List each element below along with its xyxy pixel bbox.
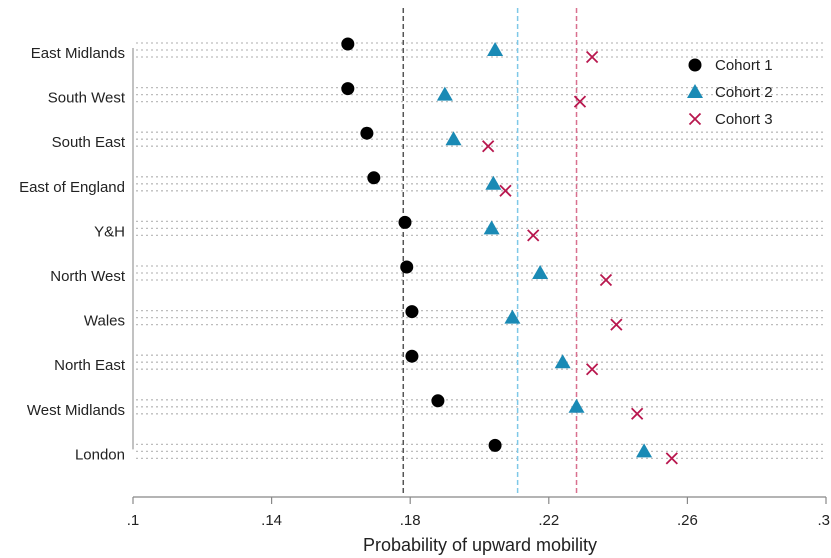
data-point-x	[573, 95, 587, 108]
data-point-triangle	[554, 354, 571, 369]
data-point-circle	[405, 305, 419, 319]
reference-lines	[402, 8, 578, 495]
category-label: North East	[54, 357, 126, 374]
x-tick-label: .1	[127, 512, 140, 529]
data-point-circle	[405, 349, 419, 363]
data-point-x	[610, 318, 623, 331]
data-point-x	[631, 407, 644, 420]
category-label: Wales	[84, 313, 125, 330]
category-label: South East	[52, 134, 126, 151]
data-point-circle	[400, 260, 414, 274]
x-tick-label: .14	[261, 512, 282, 529]
data-point-circle	[398, 215, 412, 229]
category-label: East of England	[19, 179, 125, 196]
x-tick-label: .22	[538, 512, 559, 529]
data-marks	[341, 37, 678, 465]
data-point-x	[599, 273, 613, 287]
data-point-circle	[431, 394, 445, 408]
data-point-triangle	[483, 220, 500, 235]
category-label: North West	[50, 268, 126, 285]
x-tick-label: .18	[400, 512, 421, 529]
legend-label: Cohort 2	[715, 84, 773, 101]
data-point-x	[665, 452, 678, 465]
data-point-triangle	[445, 131, 462, 146]
data-point-triangle	[568, 398, 585, 413]
data-point-triangle	[532, 265, 549, 279]
data-point-x	[585, 50, 599, 64]
x-axis-title: Probability of upward mobility	[363, 535, 597, 555]
data-point-circle	[341, 37, 355, 51]
data-point-triangle	[487, 42, 504, 56]
data-point-circle	[367, 171, 381, 185]
category-label: London	[75, 446, 125, 463]
data-point-x	[527, 229, 540, 242]
data-point-triangle	[485, 175, 502, 190]
data-point-x	[499, 184, 512, 197]
x-tick-label: .26	[677, 512, 698, 529]
legend-marker	[687, 84, 703, 98]
data-point-triangle	[436, 86, 453, 101]
category-labels: East Midlands South West South East East of…	[19, 45, 126, 463]
data-point-x	[585, 363, 599, 376]
category-label: East Midlands	[31, 45, 125, 62]
legend-marker	[688, 112, 702, 126]
grid-lines	[136, 42, 826, 460]
data-point-triangle	[636, 443, 653, 458]
data-point-x	[482, 140, 495, 153]
axes: .1 .14 .18 .22 .26 .3	[127, 48, 830, 529]
x-tick-label: .3	[817, 512, 830, 529]
data-point-circle	[341, 82, 355, 96]
data-point-circle	[360, 126, 374, 140]
legend-label: Cohort 3	[715, 111, 773, 128]
legend: Cohort 1 Cohort 2 Cohort 3	[687, 57, 773, 128]
category-label: West Midlands	[27, 402, 125, 419]
category-label: Y&H	[94, 223, 125, 240]
data-point-triangle	[504, 309, 521, 324]
legend-label: Cohort 1	[715, 57, 773, 74]
legend-marker	[688, 58, 702, 72]
data-point-circle	[488, 438, 502, 452]
category-label: South West	[48, 90, 126, 107]
